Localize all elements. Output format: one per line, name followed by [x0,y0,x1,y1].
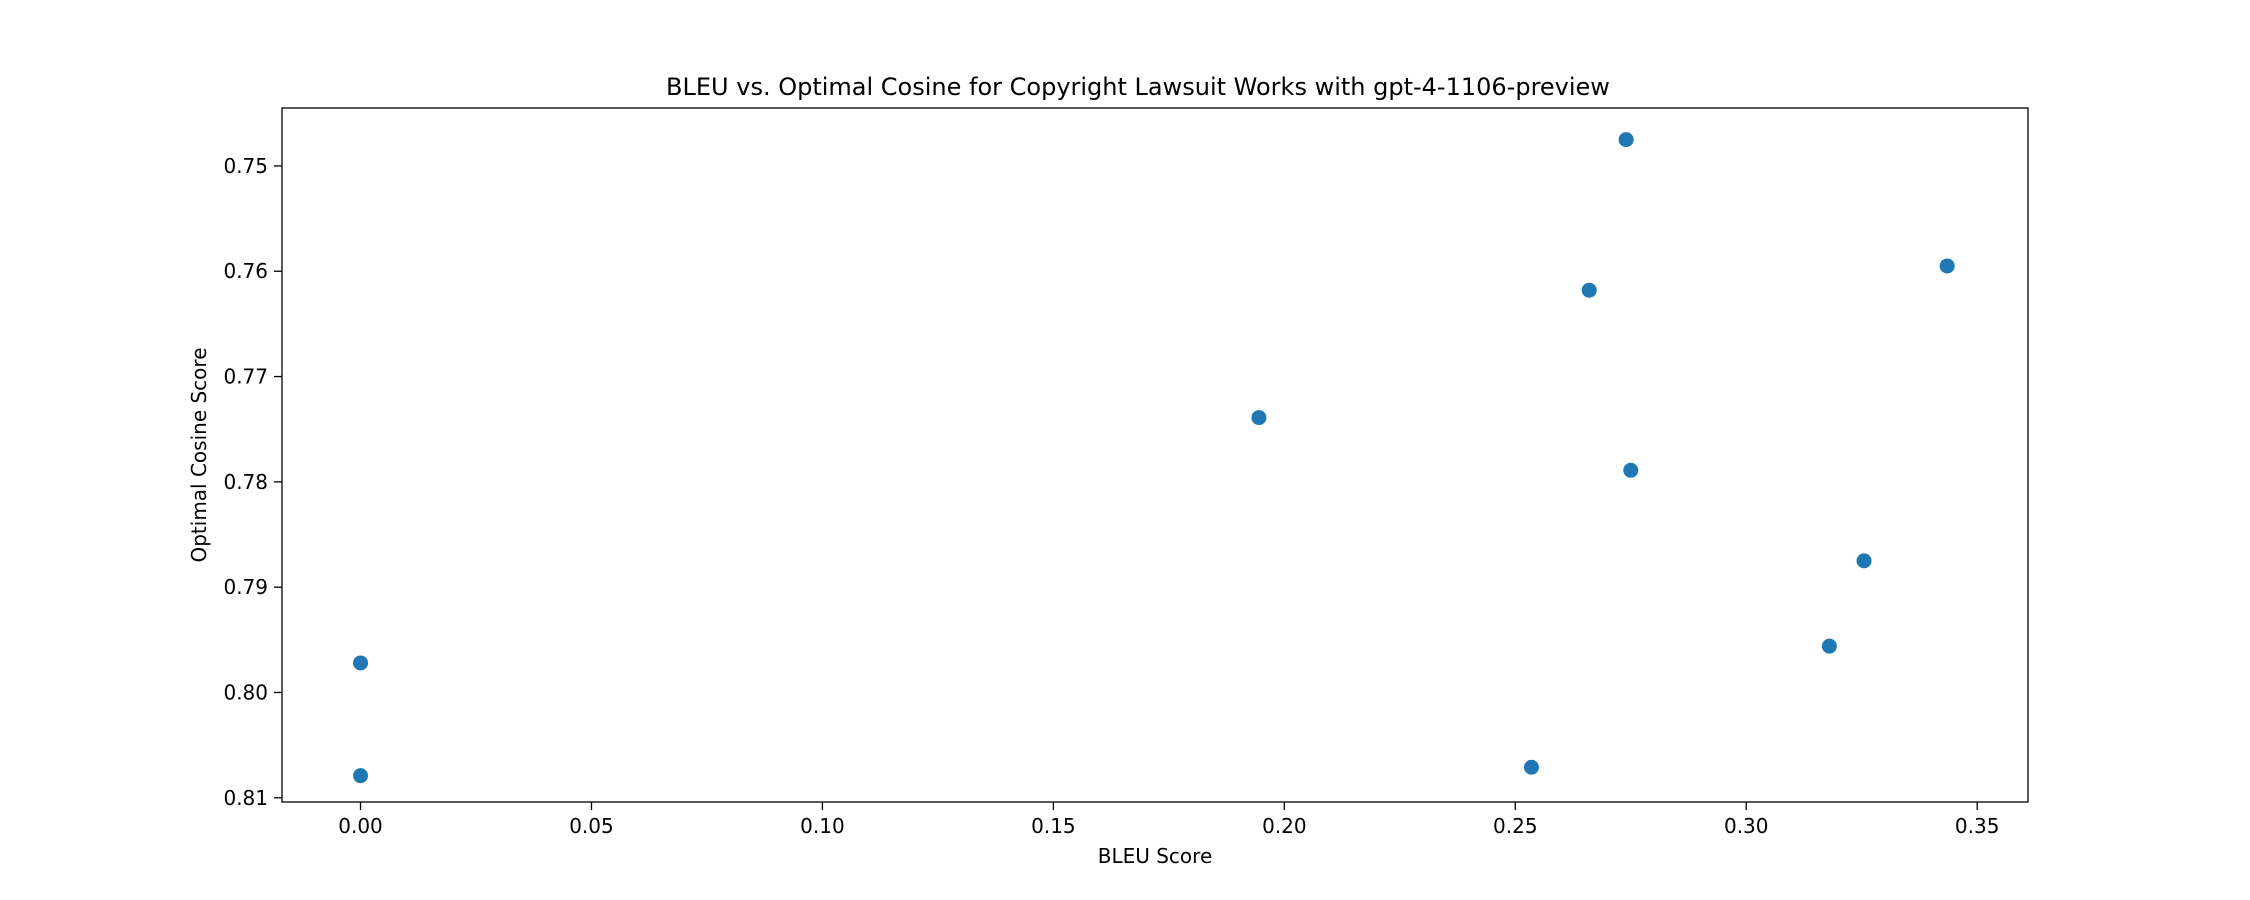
scatter-point [1856,553,1872,569]
y-tick-label: 0.77 [223,365,268,389]
x-axis-label: BLEU Score [1098,844,1213,868]
scatter-point [1821,638,1837,654]
scatter-point [353,768,369,784]
scatter-point [1581,282,1597,298]
scatter-point [1618,132,1634,148]
x-tick-label: 0.00 [338,814,383,838]
y-tick-label: 0.81 [223,786,268,810]
y-axis-label: Optimal Cosine Score [187,347,211,562]
y-tick-label: 0.75 [223,154,268,178]
x-tick-label: 0.25 [1493,814,1538,838]
x-tick-label: 0.10 [800,814,845,838]
plot-frame [281,107,2029,803]
y-axis: 0.75 0.76 0.77 0.78 0.79 0.80 0.81 [223,154,282,810]
x-tick-label: 0.30 [1724,814,1769,838]
x-axis: 0.00 0.05 0.10 0.15 0.20 0.25 0.30 0.35 [338,802,1999,838]
y-tick-label: 0.79 [223,575,268,599]
scatter-point [1523,759,1539,775]
scatter-point [1623,462,1639,478]
x-tick-label: 0.20 [1262,814,1307,838]
scatter-point [353,655,369,671]
data-points [353,132,1955,784]
y-tick-label: 0.76 [223,259,268,283]
y-tick-label: 0.78 [223,470,268,494]
scatter-point [1251,410,1267,426]
x-tick-label: 0.35 [1955,814,2000,838]
x-tick-label: 0.15 [1031,814,1076,838]
chart-title: BLEU vs. Optimal Cosine for Copyright La… [666,73,1610,101]
y-tick-label: 0.80 [223,680,268,704]
x-tick-label: 0.05 [569,814,614,838]
scatter-point [1939,258,1955,274]
